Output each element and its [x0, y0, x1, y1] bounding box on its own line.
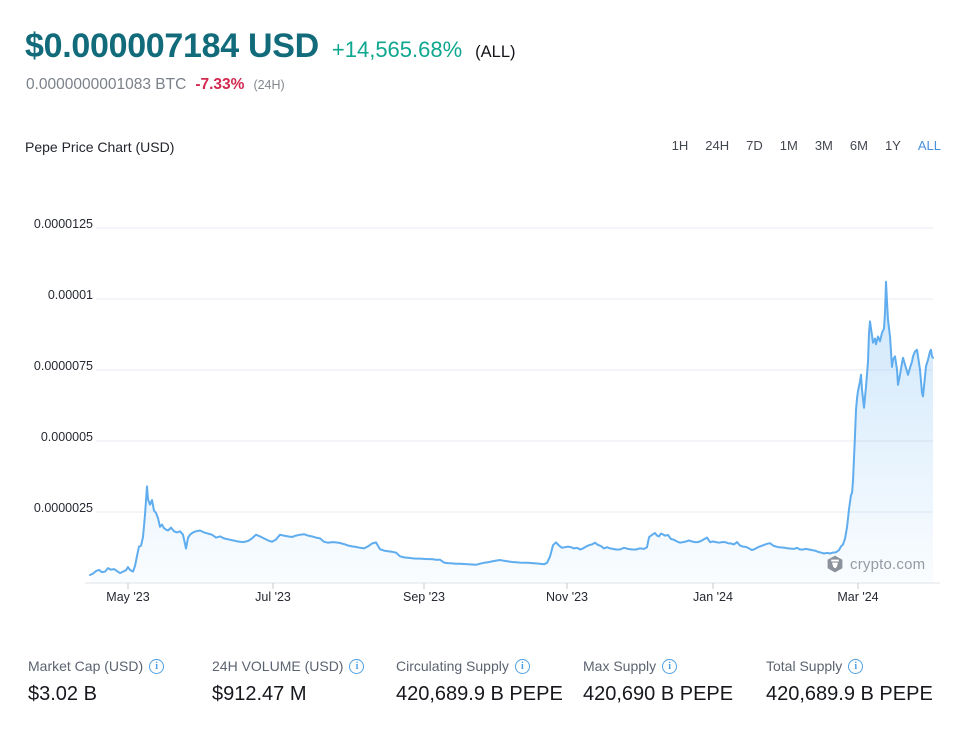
stat-label: Market Cap (USD) — [28, 658, 144, 674]
svg-text:0.000005: 0.000005 — [41, 430, 93, 444]
price-btc: 0.0000000001083 BTC — [26, 76, 187, 93]
svg-text:Nov '23: Nov '23 — [546, 590, 588, 604]
price-change-24h-period: (24H) — [253, 78, 285, 92]
svg-text:Sep '23: Sep '23 — [403, 590, 445, 604]
info-icon[interactable]: i — [848, 658, 864, 674]
range-all[interactable]: ALL — [917, 138, 941, 153]
info-icon[interactable]: i — [149, 658, 165, 674]
svg-text:Mar '24: Mar '24 — [837, 590, 878, 604]
chart-axes: May '23 Jul '23 Sep '23 Nov '23 Jan '24 Mar '… — [85, 582, 940, 604]
range-1h[interactable]: 1H — [671, 138, 689, 153]
stat-label: Circulating Supply — [396, 658, 509, 674]
price-chart[interactable]: 0.0000025 0.000005 0.0000075 0.00001 0.00001… — [0, 170, 962, 618]
price-header: $0.000007184 USD +14,565.68% (ALL) — [25, 27, 516, 66]
stat-circulating-supply: Circulating Supply i 420,689.9 B PEPE — [396, 658, 563, 706]
chart-title: Pepe Price Chart (USD) — [25, 139, 175, 155]
time-range-selector: 1H 24H 7D 1M 3M 6M 1Y ALL — [672, 138, 941, 153]
stat-label: Total Supply — [766, 658, 843, 674]
price-usd: $0.000007184 USD — [25, 27, 319, 65]
stat-max-supply: Max Supply i 420,690 B PEPE — [583, 658, 733, 706]
range-3m[interactable]: 3M — [814, 138, 833, 153]
stat-total-supply: Total Supply i 420,689.9 B PEPE — [766, 658, 933, 706]
stat-label: Max Supply — [583, 658, 657, 674]
svg-text:May '23: May '23 — [106, 590, 149, 604]
crypto-com-watermark: crypto.com — [826, 555, 925, 573]
stat-value: 420,690 B PEPE — [583, 683, 734, 705]
range-24h[interactable]: 24H — [705, 138, 730, 153]
range-7d[interactable]: 7D — [746, 138, 763, 153]
stat-value: $912.47 M — [212, 683, 307, 705]
stat-value: 420,689.9 B PEPE — [396, 683, 563, 705]
price-change-all: +14,565.68% — [331, 37, 463, 62]
stat-market-cap: Market Cap (USD) i $3.02 B — [28, 658, 165, 706]
btc-price-row: 0.0000000001083 BTC -7.33% (24H) — [26, 76, 285, 94]
info-icon[interactable]: i — [662, 658, 678, 674]
range-1m[interactable]: 1M — [779, 138, 798, 153]
stat-value: 420,689.9 B PEPE — [766, 683, 933, 705]
stat-label: 24H VOLUME (USD) — [212, 658, 344, 674]
stats-bar: Market Cap (USD) i $3.02 B 24H VOLUME (US… — [0, 658, 962, 718]
stat-24h-volume: 24H VOLUME (USD) i $912.47 M — [212, 658, 365, 706]
stat-value: $3.02 B — [28, 683, 97, 705]
watermark-text: crypto.com — [850, 555, 926, 573]
price-change-24h: -7.33% — [195, 76, 245, 93]
svg-text:Jul '23: Jul '23 — [255, 590, 291, 604]
svg-text:0.0000075: 0.0000075 — [34, 359, 93, 373]
info-icon[interactable]: i — [514, 658, 530, 674]
info-icon[interactable]: i — [349, 658, 365, 674]
range-6m[interactable]: 6M — [849, 138, 868, 153]
chart-gridlines: 0.0000025 0.000005 0.0000075 0.00001 0.00001… — [34, 217, 933, 515]
range-1y[interactable]: 1Y — [884, 138, 901, 153]
svg-text:0.0000025: 0.0000025 — [34, 501, 93, 515]
crypto-com-logo-icon — [827, 555, 843, 573]
chart-series — [89, 280, 934, 583]
svg-text:0.0000125: 0.0000125 — [34, 217, 93, 231]
svg-text:Jan '24: Jan '24 — [693, 590, 733, 604]
price-change-period: (ALL) — [475, 43, 516, 61]
svg-text:0.00001: 0.00001 — [48, 288, 93, 302]
